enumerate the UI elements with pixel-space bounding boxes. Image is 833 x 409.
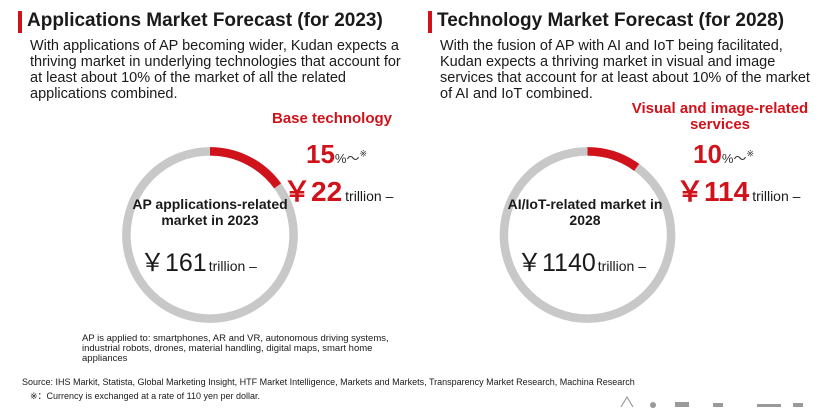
partial-logo-mark [620,395,803,408]
panel-title: Applications Market Forecast (for 2023) [27,10,383,31]
market-donut-ring [499,147,676,323]
ring-highlight-arc [587,147,640,171]
ring-market-value: ￥161 trillion – [140,243,257,279]
applications-forecast-panel: Applications Market Forecast (for 2023) … [0,0,410,364]
ring-value-number: ￥1140 [517,249,596,277]
asterisk-mark: ※ [746,148,755,159]
currency-footnote: ※：Currency is exchanged at a rate of 110… [30,391,261,401]
percent-suffix: %～ [721,151,747,166]
segment-caption: Visual and image-related services [631,100,809,133]
amount-unit: trillion – [345,188,394,204]
ring-label: AI/IoT-related market in 2028 [507,196,663,228]
source-citation: Source: IHS Markit, Statista, Global Mar… [22,377,635,387]
amount-number: ￥22 [283,176,343,207]
ring-value-unit: trillion – [208,258,257,274]
ring-value-unit: trillion – [597,258,647,274]
segment-amount: ￥114 trillion – [676,170,800,210]
segment-amount: ￥22 trillion – [283,170,393,210]
segment-percent: 15%～※ [306,139,367,170]
ring-label: AP applications-related market in 2023 [132,196,288,228]
ring-track [499,147,676,323]
percent-suffix: %～ [334,151,360,166]
title-accent-bar [428,11,432,33]
amount-unit: trillion – [752,188,801,204]
ring-market-value: ￥1140 trillion – [517,243,646,279]
applications-note: AP is applied to: smartphones, AR and VR… [82,333,389,364]
panel-description: With the fusion of AP with AI and IoT be… [440,38,810,102]
ring-highlight-arc [209,147,282,189]
percent-number: 15 [306,139,335,169]
segment-percent: 10%～※ [693,139,754,170]
panel-title: Technology Market Forecast (for 2028) [437,10,785,31]
ring-value-number: ￥161 [140,249,207,277]
percent-number: 10 [693,139,722,169]
amount-number: ￥114 [676,176,750,207]
title-accent-bar [18,11,22,33]
segment-caption: Base technology [271,110,393,127]
technology-forecast-panel: Technology Market Forecast (for 2028) Wi… [410,0,820,330]
panel-description: With applications of AP becoming wider, … [30,38,401,102]
asterisk-mark: ※ [359,148,368,159]
market-donut-ring [122,147,298,323]
